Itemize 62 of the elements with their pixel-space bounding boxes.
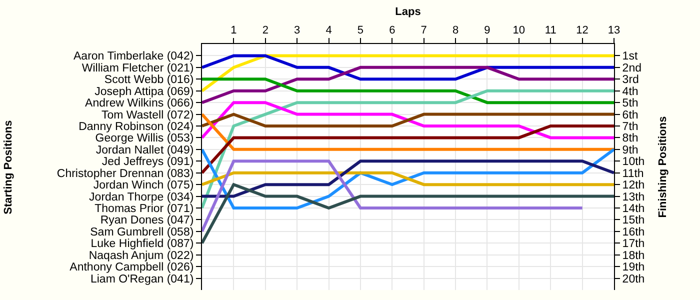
y-tick-label: 13th (622, 191, 645, 204)
y-tick-label: 8th (622, 132, 638, 145)
y-tick-label: 4th (622, 86, 638, 98)
category-label: Christopher Drennan (083) (56, 168, 194, 180)
category-label: Scott Webb (016) (104, 74, 194, 86)
text: Starting Positions (2, 120, 14, 214)
y-tick-label: 10th (622, 156, 645, 168)
y-tick-label: 16th (622, 226, 645, 238)
line-series (202, 101, 614, 140)
category-label: Jed Jeffreys (091) (102, 156, 194, 168)
line-series (202, 148, 614, 210)
category-label: Tom Wastell (072) (101, 109, 194, 122)
y-tick-label: 14th (622, 203, 645, 216)
category-label: Andrew Wilkins (066) (85, 98, 194, 110)
x-tick-label: 3 (294, 24, 300, 37)
line-series (202, 183, 614, 245)
x-tick-label: 9 (484, 24, 490, 37)
category-label: Naqash Anjum (022) (88, 250, 194, 262)
y-tick-label: 18th (622, 250, 645, 262)
category-label: Jordan Thorpe (034) (89, 191, 194, 204)
category-label: Aaron Timberlake (042) (74, 50, 194, 63)
y-tick-label: 11th (622, 168, 644, 180)
category-label: Jordan Nallet (049) (96, 144, 194, 156)
x-tick-label: 5 (357, 24, 364, 37)
y-tick-label: 3rd (622, 74, 639, 86)
line-series (202, 66, 614, 104)
y-tick-label: 15th (622, 214, 645, 227)
x-tick-label: 6 (389, 24, 396, 37)
y-tick-label: 19th (622, 262, 645, 274)
category-label: George Willis (053) (95, 132, 194, 145)
category-label: Sam Gumbrell (058) (90, 226, 194, 238)
x-tick-label: 4 (326, 24, 332, 37)
y-tick-label: 12th (622, 180, 645, 192)
y-tick-label: 7th (622, 121, 638, 134)
y-tick-label: 5th (622, 98, 638, 110)
y-tick-label: 9th (622, 144, 638, 156)
y-tick-label: 2nd (622, 62, 642, 74)
x-tick-label: 12 (576, 24, 588, 37)
line-series (202, 89, 614, 210)
category-label: Thomas Prior (071) (94, 203, 194, 216)
y-tick-label: 17th (622, 238, 645, 250)
x-tick-label: 1 (230, 24, 237, 37)
y-axis-title: Finishing Positions (656, 116, 669, 218)
category-label: Anthony Campbell (026) (70, 262, 194, 274)
y-tick-label: 20th (622, 273, 645, 286)
y-tick-label: 6th (622, 109, 638, 122)
category-label: Liam O'Regan (041) (90, 273, 194, 286)
category-label: William Fletcher (021) (82, 62, 194, 74)
x-tick-label: 7 (420, 24, 427, 37)
category-label: Ryan Dones (047) (100, 214, 194, 227)
y-tick-label: 1st (622, 50, 638, 63)
x-tick-label: 2 (262, 24, 268, 37)
x-tick-label: 10 (512, 24, 526, 37)
category-label: Joseph Attipa (069) (94, 86, 194, 98)
x-tick-label: 13 (608, 24, 620, 37)
category-label: Luke Highfield (087) (90, 238, 194, 250)
category-label: Danny Robinson (024) (78, 121, 194, 134)
category-label: Jordan Winch (075) (93, 180, 194, 192)
x-tick-label: 11 (544, 24, 556, 37)
line-series (202, 160, 614, 198)
x-axis-title: Laps (395, 6, 421, 18)
x-tick-label: 8 (452, 24, 459, 37)
